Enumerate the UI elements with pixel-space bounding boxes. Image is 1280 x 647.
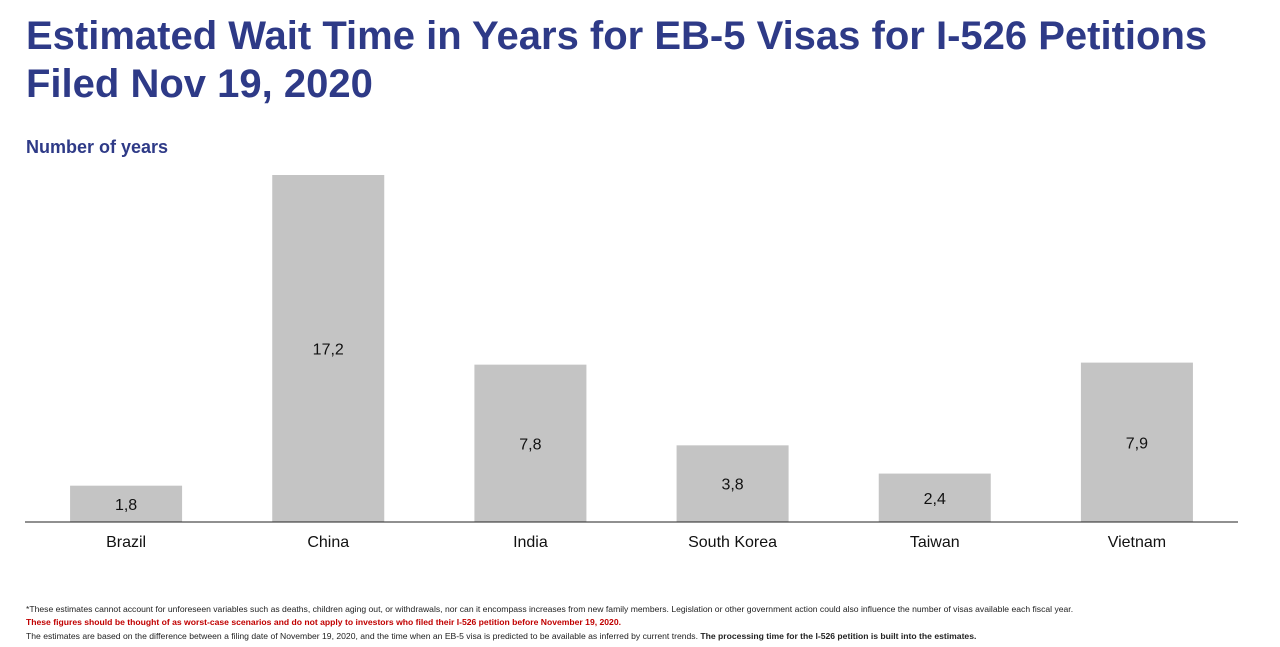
bar-chart: 1,8 Brazil 17,2 China 7,8 India 3,8 South Korea… — [25, 175, 1238, 551]
bar-india — [474, 364, 587, 522]
data-label: 2,4 — [924, 491, 946, 508]
x-tick-label: Vietnam — [1108, 534, 1166, 551]
x-tick-label: Brazil — [106, 534, 146, 551]
bar-china — [272, 175, 385, 522]
footnote-3a: The estimates are based on the differenc… — [26, 630, 698, 641]
y-axis-label: Number of years — [26, 137, 169, 157]
data-label: 3,8 — [721, 477, 743, 494]
x-tick-label: China — [307, 534, 349, 551]
footnote-2: These figures should be thought of as wo… — [26, 617, 621, 628]
bar-vietnam — [1080, 362, 1193, 522]
footnote-3: The estimates are based on the differenc… — [26, 630, 1073, 643]
footnotes: *These estimates cannot account for unfo… — [26, 603, 1073, 643]
bar-brazil — [70, 485, 183, 522]
data-label: 1,8 — [115, 497, 137, 514]
data-label: 17,2 — [313, 342, 344, 359]
data-label: 7,8 — [519, 436, 541, 453]
x-tick-label: India — [513, 534, 548, 551]
footnote-1: *These estimates cannot account for unfo… — [26, 604, 1074, 614]
x-tick-label: Taiwan — [910, 534, 960, 551]
data-label: 7,9 — [1126, 435, 1148, 452]
footnote-3b: The processing time for the I-526 petiti… — [700, 630, 977, 641]
chart-title: Estimated Wait Time in Years for EB-5 Vi… — [26, 14, 1208, 106]
x-tick-label: South Korea — [688, 534, 777, 551]
bar-taiwan — [878, 473, 991, 522]
bar-south-korea — [676, 445, 789, 522]
